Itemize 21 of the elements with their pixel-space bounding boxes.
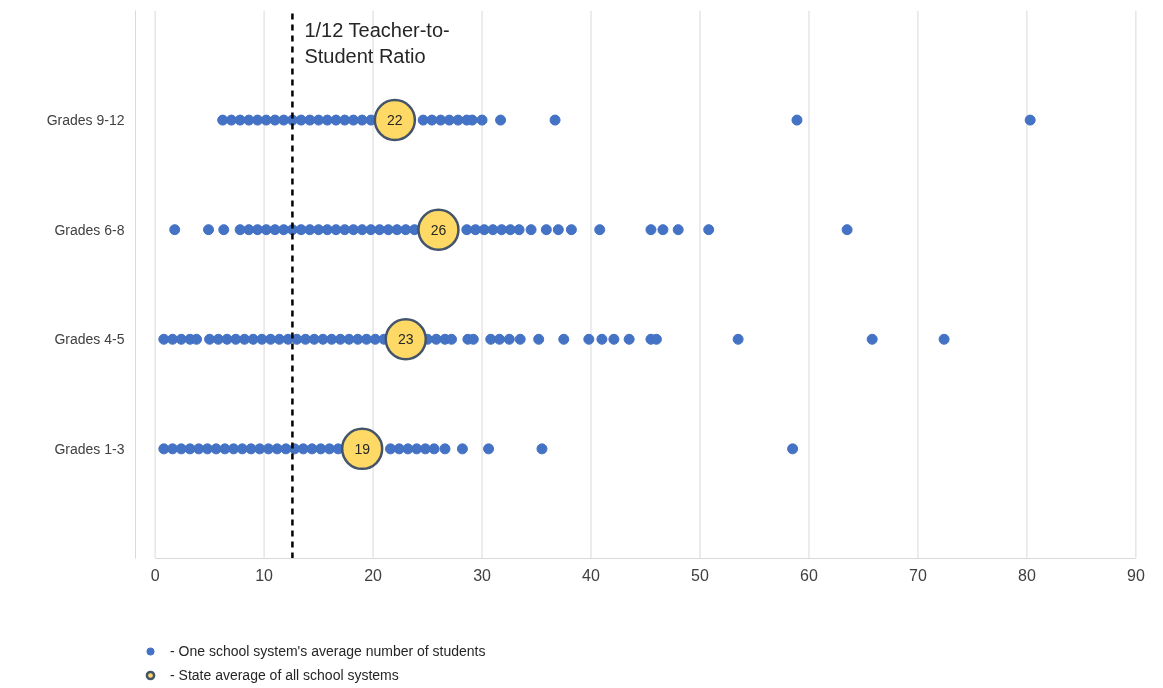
x-tick-label: 90 bbox=[1126, 567, 1145, 585]
y-tick-label: Grades 9-12 bbox=[46, 112, 125, 129]
x-tick-label: 80 bbox=[1018, 567, 1036, 585]
legend-label: - State average of all school systems bbox=[170, 666, 399, 684]
data-label: 19 bbox=[354, 440, 371, 457]
legend-label: - One school system's average number of students bbox=[170, 642, 486, 660]
ref-line-label: 1/12 Teacher-to- Student Ratio bbox=[304, 18, 450, 67]
data-label: 23 bbox=[397, 331, 414, 348]
x-tick-label: 30 bbox=[473, 567, 492, 585]
data-label: 22 bbox=[387, 112, 403, 129]
x-tick-label: 10 bbox=[255, 567, 274, 585]
data-label: 26 bbox=[430, 221, 447, 238]
x-tick-label: 0 bbox=[150, 567, 160, 585]
x-tick-label: 40 bbox=[582, 567, 601, 585]
x-tick-label: 20 bbox=[364, 567, 383, 585]
y-tick-label: Grades 4-5 bbox=[54, 331, 125, 348]
x-tick-label: 70 bbox=[909, 567, 927, 585]
x-tick-label: 50 bbox=[691, 567, 709, 585]
y-tick-label: Grades 1-3 bbox=[54, 440, 125, 457]
x-tick-label: 60 bbox=[800, 567, 818, 585]
y-tick-label: Grades 6-8 bbox=[54, 221, 125, 238]
